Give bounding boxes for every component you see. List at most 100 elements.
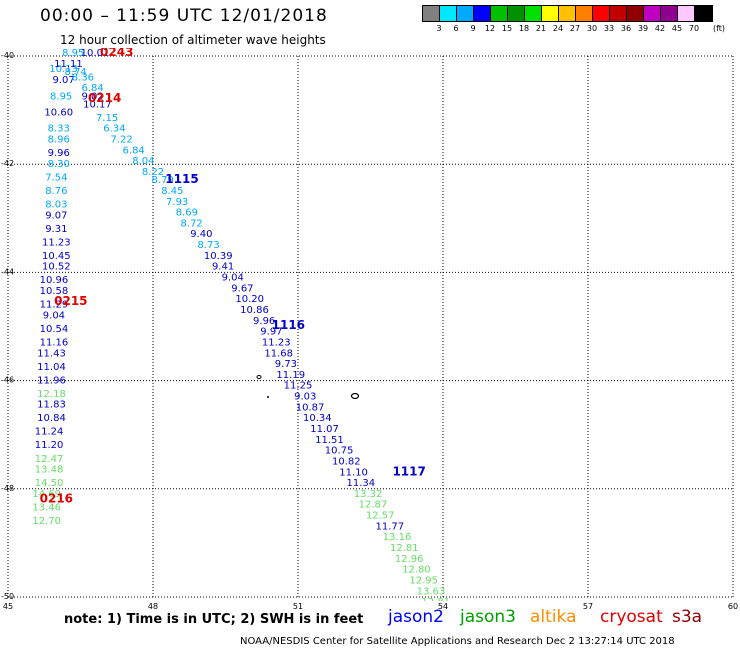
swh-value: 9.97 (260, 327, 282, 338)
swh-value: 7.54 (45, 172, 67, 183)
color-swatch (610, 6, 627, 21)
lon-axis-label: 54 (438, 602, 448, 610)
swh-value: 11.51 (315, 435, 344, 446)
swh-value: 12.47 (35, 454, 64, 465)
color-scale-bar (422, 5, 713, 22)
swh-value: 12.96 (395, 554, 424, 565)
swh-value: 6.34 (103, 124, 125, 135)
island-shape (350, 392, 360, 400)
swh-value: 9.02 (81, 91, 103, 102)
satellite-legend-cryosat: cryosat (600, 607, 663, 627)
pass-time-label: 1115 (165, 172, 198, 186)
color-scale-tick: 15 (501, 24, 513, 33)
swh-value: 12.70 (32, 516, 61, 527)
swh-value: 8.79 (152, 175, 174, 186)
swh-value: 8.04 (132, 156, 154, 167)
tracks-group: 10.139.078.9510.608.338.969.968.307.548.… (32, 48, 450, 608)
swh-value: 7.22 (110, 135, 132, 146)
swh-value: 14.50 (35, 478, 64, 489)
swh-value: 11.10 (339, 467, 368, 478)
pass-time-label: 0214 (88, 91, 121, 105)
swh-value: 8.72 (181, 218, 203, 229)
color-swatch (695, 6, 712, 21)
swh-value: 9.96 (48, 148, 70, 159)
color-scale-tick: 42 (654, 24, 666, 33)
swh-value: 10.96 (40, 275, 69, 286)
swh-value: 6.84 (81, 83, 103, 94)
swh-value: 8.96 (48, 135, 70, 146)
color-swatch (457, 6, 474, 21)
swh-value: 11.04 (37, 362, 66, 373)
swh-value: 11.43 (37, 348, 66, 359)
swh-value: 11.25 (284, 381, 313, 392)
swh-value: 12.80 (402, 565, 431, 576)
swh-value: 8.76 (45, 186, 67, 197)
pass-time-label: 0216 (40, 491, 73, 505)
lat-axis-label: -40 (1, 51, 14, 60)
color-swatch (661, 6, 678, 21)
satellite-legend-jason3: jason3 (460, 607, 516, 627)
swh-value: 10.75 (325, 446, 354, 457)
pass-time-label: 0215 (54, 294, 87, 308)
swh-value: 10.58 (40, 286, 69, 297)
color-scale-tick: 39 (637, 24, 649, 33)
satellite-legend-jason2: jason2 (388, 607, 444, 627)
swh-value: 10.60 (44, 108, 73, 119)
swh-value: 10.01 (81, 48, 110, 59)
swh-value: 8.95 (62, 48, 84, 59)
swh-value: 12.95 (409, 575, 438, 586)
swh-value: 12.18 (37, 389, 66, 400)
swh-value: 7.93 (166, 197, 188, 208)
color-scale-tick: 24 (552, 24, 564, 33)
swh-value: 8.69 (176, 208, 198, 219)
swh-value: 12.57 (366, 511, 395, 522)
color-scale-tick: 9 (470, 24, 476, 33)
swh-value: 8.95 (50, 91, 72, 102)
color-scale-tick: 70 (688, 24, 700, 33)
swh-value: 8.03 (45, 199, 67, 210)
swh-value: 12.87 (359, 500, 388, 511)
swh-value: 10.39 (204, 251, 233, 262)
island-shape (267, 396, 269, 398)
swh-value: 9.96 (253, 316, 275, 327)
color-swatch (542, 6, 559, 21)
swh-value: 8.45 (161, 186, 183, 197)
swh-value: 8.22 (142, 167, 164, 178)
swh-value: 11.34 (347, 478, 376, 489)
color-scale-tick: 3 (436, 24, 442, 33)
swh-value: 12.81 (421, 597, 450, 608)
swh-value: 11.24 (35, 427, 64, 438)
color-swatch (644, 6, 661, 21)
lon-axis-label: 57 (583, 602, 593, 610)
swh-value: 10.45 (42, 251, 71, 262)
swh-value: 9.40 (190, 229, 212, 240)
swh-value: 11.29 (40, 300, 69, 311)
swh-value: 11.07 (310, 424, 339, 435)
swh-value: 10.82 (332, 456, 361, 467)
swh-value: 11.68 (264, 348, 293, 359)
lon-axis-label: 45 (3, 602, 13, 610)
swh-value: 14.69 (32, 489, 61, 500)
swh-value: 9.41 (212, 262, 234, 273)
swh-value: 10.34 (303, 413, 332, 424)
map-title: 00:00 – 11:59 UTC 12/01/2018 (40, 6, 328, 26)
swh-value: 10.13 (49, 64, 78, 75)
swh-value: 8.30 (48, 159, 70, 170)
swh-value: 11.77 (376, 521, 405, 532)
color-scale-tick: 45 (671, 24, 683, 33)
map-subtitle: 12 hour collection of altimeter wave hei… (60, 33, 326, 47)
swh-value: 11.20 (35, 440, 64, 451)
color-scale-tick: 18 (518, 24, 530, 33)
swh-value: 13.63 (417, 586, 446, 597)
swh-value: 9.04 (43, 310, 65, 321)
color-scale-tick: 27 (569, 24, 581, 33)
footnote: note: 1) Time is in UTC; 2) SWH is in fe… (64, 612, 364, 627)
swh-value: 9.73 (275, 359, 297, 370)
swh-value: 11.16 (40, 337, 69, 348)
color-scale-tick: 33 (603, 24, 615, 33)
swh-value: 13.46 (32, 502, 61, 513)
color-scale-tick: 21 (535, 24, 547, 33)
color-swatch (508, 6, 525, 21)
lat-axis-label: -46 (1, 376, 14, 385)
color-swatch (440, 6, 457, 21)
